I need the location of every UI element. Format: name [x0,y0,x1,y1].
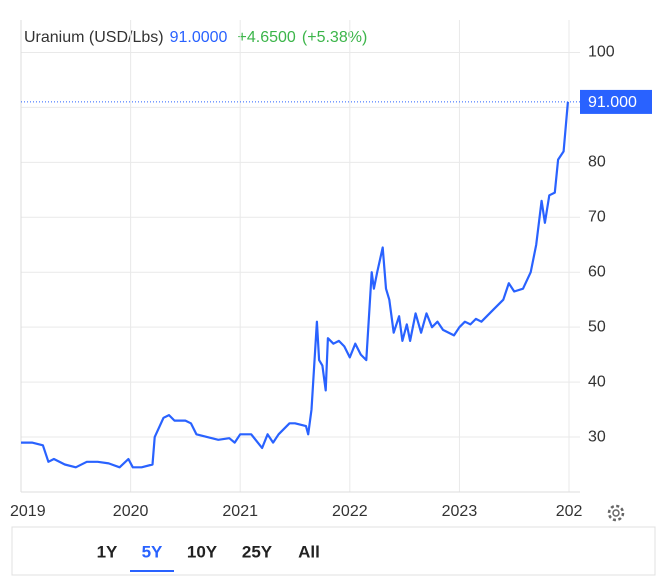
x-tick-label: 2022 [332,503,368,520]
settings-icon[interactable] [607,504,625,522]
x-tick-label: 2023 [442,503,478,520]
y-tick-label: 50 [588,318,606,335]
y-tick-label: 80 [588,154,606,171]
y-tick-label: 40 [588,373,606,390]
x-tick-label: 202 [556,503,583,520]
last-price-box [580,89,652,114]
price: 91.0000 [170,29,228,46]
y-tick-label: 70 [588,209,606,226]
change-percent: (+5.38%) [302,29,367,46]
x-tick-label: 2020 [113,503,149,520]
y-tick-label: 60 [588,263,606,280]
chart-title: Uranium (USD/Lbs) [24,29,164,46]
range-button[interactable]: 25Y [242,542,273,561]
range-button[interactable]: All [298,542,320,561]
range-selected-underline [130,570,174,572]
last-price-label: 91.000 [588,94,637,111]
range-button[interactable]: 5Y [142,542,163,561]
change: +4.6500 [238,29,296,46]
x-tick-label: 2019 [10,503,46,520]
y-tick-label: 100 [588,44,615,61]
range-bar [11,526,656,576]
price-line [21,101,569,469]
range-button[interactable]: 10Y [187,542,218,561]
range-button[interactable]: 1Y [97,542,118,561]
x-tick-label: 2021 [222,503,258,520]
y-tick-label: 30 [588,428,606,445]
